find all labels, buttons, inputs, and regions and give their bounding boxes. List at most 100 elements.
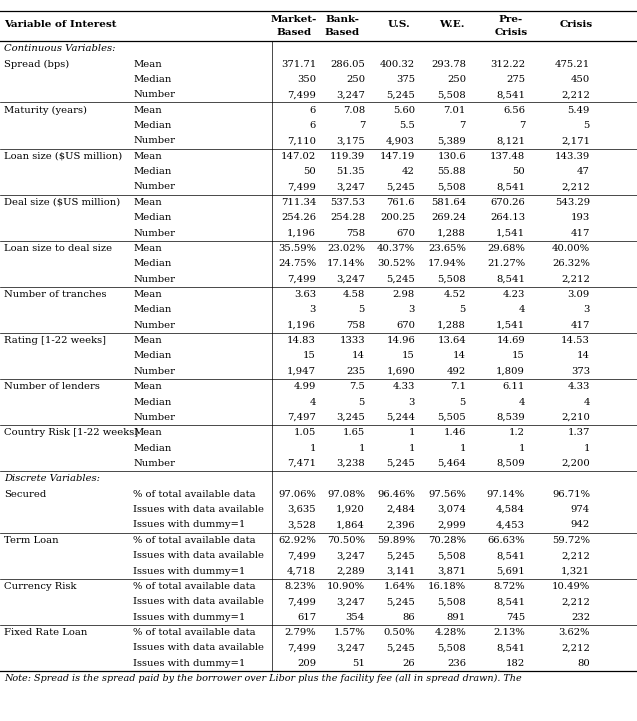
Text: 5,245: 5,245 — [386, 275, 415, 283]
Text: Number of tranches: Number of tranches — [4, 290, 106, 299]
Text: Issues with data available: Issues with data available — [133, 505, 264, 514]
Text: Median: Median — [133, 121, 171, 130]
Text: 4: 4 — [583, 397, 590, 407]
Text: Median: Median — [133, 260, 171, 268]
Text: % of total available data: % of total available data — [133, 536, 255, 545]
Text: 1.57%: 1.57% — [333, 628, 365, 637]
Text: Issues with data available: Issues with data available — [133, 552, 264, 560]
Text: Issues with dummy=1: Issues with dummy=1 — [133, 521, 245, 529]
Text: 5,245: 5,245 — [386, 597, 415, 606]
Text: 1,947: 1,947 — [287, 367, 316, 376]
Text: 1,690: 1,690 — [386, 367, 415, 376]
Text: 543.29: 543.29 — [555, 198, 590, 207]
Text: 1.05: 1.05 — [294, 428, 316, 438]
Text: 13.64: 13.64 — [437, 336, 466, 345]
Text: 2,212: 2,212 — [561, 182, 590, 192]
Text: Variable of Interest: Variable of Interest — [4, 20, 117, 29]
Text: 50: 50 — [512, 167, 525, 176]
Text: 254.26: 254.26 — [281, 213, 316, 222]
Text: Median: Median — [133, 306, 171, 314]
Text: Median: Median — [133, 75, 171, 84]
Text: 14.96: 14.96 — [386, 336, 415, 345]
Text: Deal size ($US million): Deal size ($US million) — [4, 198, 120, 207]
Text: 711.34: 711.34 — [281, 198, 316, 207]
Text: 59.89%: 59.89% — [377, 536, 415, 545]
Text: 236: 236 — [447, 659, 466, 668]
Text: 2,999: 2,999 — [437, 521, 466, 529]
Text: 1.64%: 1.64% — [383, 582, 415, 591]
Text: 7,497: 7,497 — [287, 413, 316, 422]
Text: 1,288: 1,288 — [437, 321, 466, 329]
Text: 62.92%: 62.92% — [278, 536, 316, 545]
Text: 6.11: 6.11 — [503, 382, 525, 392]
Text: 373: 373 — [571, 367, 590, 376]
Text: 4.33: 4.33 — [392, 382, 415, 392]
Text: 1.2: 1.2 — [509, 428, 525, 438]
Text: 50: 50 — [303, 167, 316, 176]
Text: Mean: Mean — [133, 336, 162, 345]
Text: 5: 5 — [460, 397, 466, 407]
Text: Loan size ($US million): Loan size ($US million) — [4, 151, 122, 161]
Text: 354: 354 — [346, 613, 365, 622]
Text: 4,453: 4,453 — [496, 521, 525, 529]
Text: 2,200: 2,200 — [561, 459, 590, 468]
Text: 250: 250 — [447, 75, 466, 84]
Text: 4: 4 — [519, 397, 525, 407]
Text: 3: 3 — [583, 306, 590, 314]
Text: 6: 6 — [310, 121, 316, 130]
Text: 26.32%: 26.32% — [552, 260, 590, 268]
Text: 6: 6 — [310, 106, 316, 115]
Text: 2,212: 2,212 — [561, 597, 590, 606]
Text: Number: Number — [133, 459, 175, 468]
Text: 8.72%: 8.72% — [494, 582, 525, 591]
Text: 264.13: 264.13 — [490, 213, 525, 222]
Text: Mean: Mean — [133, 60, 162, 68]
Text: Market-: Market- — [271, 15, 317, 24]
Text: 3,247: 3,247 — [336, 552, 365, 560]
Text: 1: 1 — [408, 428, 415, 438]
Text: 51: 51 — [352, 659, 365, 668]
Text: 66.63%: 66.63% — [487, 536, 525, 545]
Text: 3,247: 3,247 — [336, 643, 365, 653]
Text: 7.1: 7.1 — [450, 382, 466, 392]
Text: 1,196: 1,196 — [287, 229, 316, 237]
Text: 6.56: 6.56 — [503, 106, 525, 115]
Text: 2.98: 2.98 — [393, 290, 415, 299]
Text: 5,245: 5,245 — [386, 459, 415, 468]
Text: 670.26: 670.26 — [490, 198, 525, 207]
Text: Number: Number — [133, 367, 175, 376]
Text: 7.01: 7.01 — [443, 106, 466, 115]
Text: 8,541: 8,541 — [496, 597, 525, 606]
Text: 147.02: 147.02 — [281, 151, 316, 161]
Text: 4.58: 4.58 — [343, 290, 365, 299]
Text: Number: Number — [133, 229, 175, 237]
Text: 1,864: 1,864 — [336, 521, 365, 529]
Text: Mean: Mean — [133, 382, 162, 392]
Text: 942: 942 — [571, 521, 590, 529]
Text: 8,539: 8,539 — [496, 413, 525, 422]
Text: 1,321: 1,321 — [561, 567, 590, 575]
Text: 29.68%: 29.68% — [487, 244, 525, 253]
Text: 235: 235 — [346, 367, 365, 376]
Text: 51.35: 51.35 — [336, 167, 365, 176]
Text: 670: 670 — [396, 321, 415, 329]
Text: Mean: Mean — [133, 198, 162, 207]
Text: Number: Number — [133, 182, 175, 192]
Text: 7,499: 7,499 — [287, 552, 316, 560]
Text: 275: 275 — [506, 75, 525, 84]
Text: 4.33: 4.33 — [568, 382, 590, 392]
Text: 7,471: 7,471 — [287, 459, 316, 468]
Text: 3: 3 — [408, 306, 415, 314]
Text: Bank-: Bank- — [325, 15, 359, 24]
Text: 286.05: 286.05 — [330, 60, 365, 68]
Text: 97.14%: 97.14% — [487, 490, 525, 499]
Text: 5,508: 5,508 — [437, 275, 466, 283]
Text: 232: 232 — [571, 613, 590, 622]
Text: 5,245: 5,245 — [386, 643, 415, 653]
Text: 5,245: 5,245 — [386, 552, 415, 560]
Text: 97.06%: 97.06% — [278, 490, 316, 499]
Text: 7: 7 — [519, 121, 525, 130]
Text: Median: Median — [133, 397, 171, 407]
Text: 1,541: 1,541 — [496, 229, 525, 237]
Text: 10.49%: 10.49% — [552, 582, 590, 591]
